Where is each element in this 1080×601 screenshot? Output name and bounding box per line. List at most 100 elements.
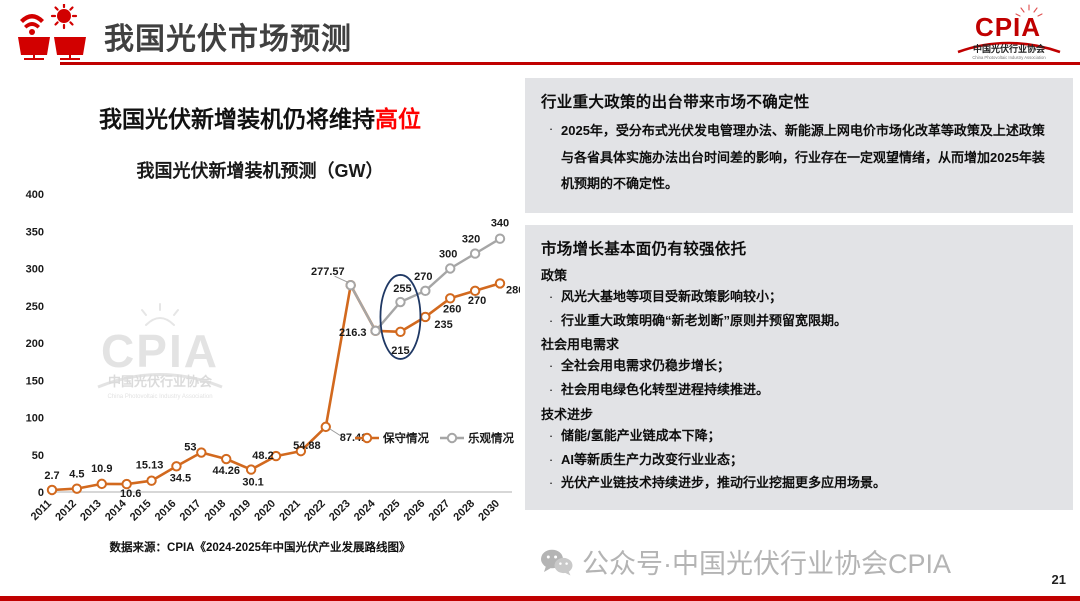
x-axis-tick-label: 2014 — [103, 497, 129, 523]
data-point — [46, 484, 58, 496]
data-point — [270, 450, 282, 462]
footer-divider — [0, 596, 1080, 601]
legend-label-conservative: 保守情况 — [382, 431, 429, 445]
data-point — [395, 326, 406, 338]
data-label-optimistic: 340 — [491, 218, 509, 230]
group-power-demand: 社会用电需求 · 全社会用电需求仍稳步增长； · 社会用电绿色化转型进程持续推进… — [541, 334, 1057, 402]
x-axis-tick-label: 2018 — [203, 498, 229, 524]
cpia-logo-cn: 中国光伏行业协会 — [973, 43, 1046, 54]
data-label-conservative: 216.3 — [339, 327, 367, 339]
data-label-conservative: 270 — [468, 295, 486, 307]
chart-headline: 我国光伏新增装机仍将维持高位 — [0, 100, 520, 134]
data-label-conservative: 53 — [184, 442, 196, 454]
y-axis-tick-label: 400 — [26, 189, 44, 201]
bullet-item: · AI等新质生产力改变行业业态； — [541, 449, 1057, 472]
data-label-conservative: 87.41 — [340, 432, 368, 444]
chart-legend: 保守情况 乐观情况 — [355, 431, 514, 445]
x-axis-tick-label: 2024 — [352, 497, 378, 523]
wechat-watermark-text: 公众号·中国光伏行业协会CPIA — [582, 549, 952, 579]
data-point — [171, 461, 182, 472]
page-number: 21 — [1051, 572, 1066, 587]
bullet-text: 全社会用电需求仍稳步增长； — [561, 358, 731, 374]
bullet-dot-icon: · — [548, 451, 554, 467]
x-axis-tick-label: 2023 — [327, 498, 353, 524]
y-axis-tick-label: 200 — [26, 338, 44, 350]
data-point — [96, 478, 107, 490]
x-axis-tick-label: 2012 — [53, 498, 79, 524]
info-box-policy-uncertainty: 行业重大政策的出台带来市场不确定性 · 2025年，受分布式光伏发电管理办法、新… — [525, 78, 1073, 213]
data-point — [445, 263, 456, 274]
data-point — [469, 248, 481, 259]
x-axis-tick-label: 2027 — [427, 498, 453, 524]
x-axis-tick-label: 2015 — [128, 498, 154, 524]
bullet-text: 社会用电绿色化转型进程持续推进。 — [561, 382, 770, 398]
bullet-dot-icon: · — [548, 475, 554, 491]
x-axis-tick-label: 2026 — [402, 498, 428, 524]
x-axis-tick-label: 2021 — [277, 498, 303, 524]
data-label-conservative: 235 — [434, 319, 452, 331]
bullet-text: 风光大基地等项目受新政策影响较小； — [561, 288, 783, 304]
x-axis-tick-label: 2017 — [178, 498, 204, 524]
data-label-conservative: 2.7 — [44, 470, 59, 482]
svg-text:中国光伏行业协会: 中国光伏行业协会 — [108, 374, 213, 389]
cpia-logo-en: China Photovoltaic Industry Association — [972, 55, 1046, 60]
bullet-item: · 行业重大政策明确“新老划断”原则并预留宽限期。 — [541, 310, 1057, 333]
solar-panel-icon — [18, 4, 86, 60]
group-heading: 政策 — [541, 267, 568, 283]
x-axis-tick-label: 2020 — [252, 498, 278, 524]
wechat-watermark: 公众号·中国光伏行业协会CPIA — [540, 542, 951, 581]
y-axis-tick-label: 50 — [32, 450, 44, 462]
data-point — [320, 421, 331, 433]
chart-source-note: 数据来源：CPIA《2024-2025年中国光伏产业发展路线图》 — [109, 542, 411, 554]
page-header: 我国光伏市场预测 CPIA 中国光伏行业协会 China Photovoltai… — [0, 0, 1080, 70]
data-point — [420, 311, 431, 323]
data-label-optimistic: 300 — [439, 249, 457, 261]
svg-text:CPIA: CPIA — [101, 325, 219, 377]
bullet-text: 光伏产业链技术持续进步，推动行业挖掘更多应用场景。 — [561, 475, 887, 491]
y-axis-tick-label: 250 — [26, 301, 44, 313]
data-label-conservative: 4.5 — [69, 469, 84, 481]
info-box-growth-fundamentals: 市场增长基本面仍有较强依托 政策 · 风光大基地等项目受新政策影响较小； · 行… — [525, 224, 1073, 511]
info-box-title: 行业重大政策的出台带来市场不确定性 — [541, 94, 810, 111]
chart-panel: 我国光伏新增装机仍将维持高位 我国光伏新增装机预测（GW） CPIA 中国光伏行业… — [0, 72, 525, 601]
x-axis-tick-label: 2022 — [302, 498, 328, 524]
info-box-title: 市场增长基本面仍有较强依托 — [541, 240, 747, 258]
bullet-dot-icon: · — [548, 427, 554, 443]
group-heading: 技术进步 — [541, 406, 594, 422]
data-point — [370, 325, 381, 337]
data-point — [146, 475, 157, 486]
data-label-optimistic: 255 — [393, 283, 411, 295]
y-axis-tick-label: 0 — [38, 487, 44, 499]
data-label-conservative: 34.5 — [170, 472, 191, 484]
bullet-dot-icon: · — [548, 382, 554, 398]
bullet-text: 2025年，受分布式光伏发电管理办法、新能源上网电价市场化改革等政策及上述政策与… — [561, 123, 1045, 192]
data-point — [245, 464, 257, 475]
chart-headline-highlight: 高位 — [375, 106, 421, 132]
x-axis-tick-label: 2016 — [153, 498, 179, 524]
data-point — [420, 285, 431, 297]
data-point — [494, 278, 506, 289]
bullet-item: · 2025年，受分布式光伏发电管理办法、新能源上网电价市场化改革等政策及上述政… — [541, 118, 1057, 198]
bullet-text: 储能/氢能产业链成本下降； — [561, 427, 721, 443]
svg-text:CPIA: CPIA — [975, 12, 1041, 42]
data-point — [221, 453, 232, 465]
y-axis-tick-label: 350 — [26, 226, 44, 238]
data-label-optimistic: 320 — [462, 234, 480, 246]
x-axis-tick-label: 2030 — [476, 498, 502, 524]
data-point — [71, 483, 83, 494]
chart-subtitle: 我国光伏新增装机预测（GW） — [136, 161, 384, 181]
leader-line — [329, 428, 342, 437]
bullet-text: AI等新质生产力改变行业业态； — [561, 451, 744, 467]
data-point — [445, 293, 456, 304]
x-axis-tick-label: 2013 — [78, 498, 104, 524]
bullet-item: · 储能/氢能产业链成本下降； — [541, 425, 1057, 448]
bullet-item: · 风光大基地等项目受新政策影响较小； — [541, 286, 1057, 309]
data-label-conservative: 48.2 — [252, 450, 273, 462]
data-point — [494, 233, 506, 244]
group-policy: 政策 · 风光大基地等项目受新政策影响较小； · 行业重大政策明确“新老划断”原… — [541, 265, 1057, 333]
bullet-text: 行业重大政策明确“新老划断”原则并预留宽限期。 — [561, 312, 848, 328]
data-point — [469, 285, 481, 297]
chart-headline-prefix: 我国光伏新增装机仍将维持 — [99, 106, 375, 132]
x-axis-tick-label: 2028 — [451, 498, 477, 524]
annotation-ellipse-2025 — [379, 274, 422, 360]
